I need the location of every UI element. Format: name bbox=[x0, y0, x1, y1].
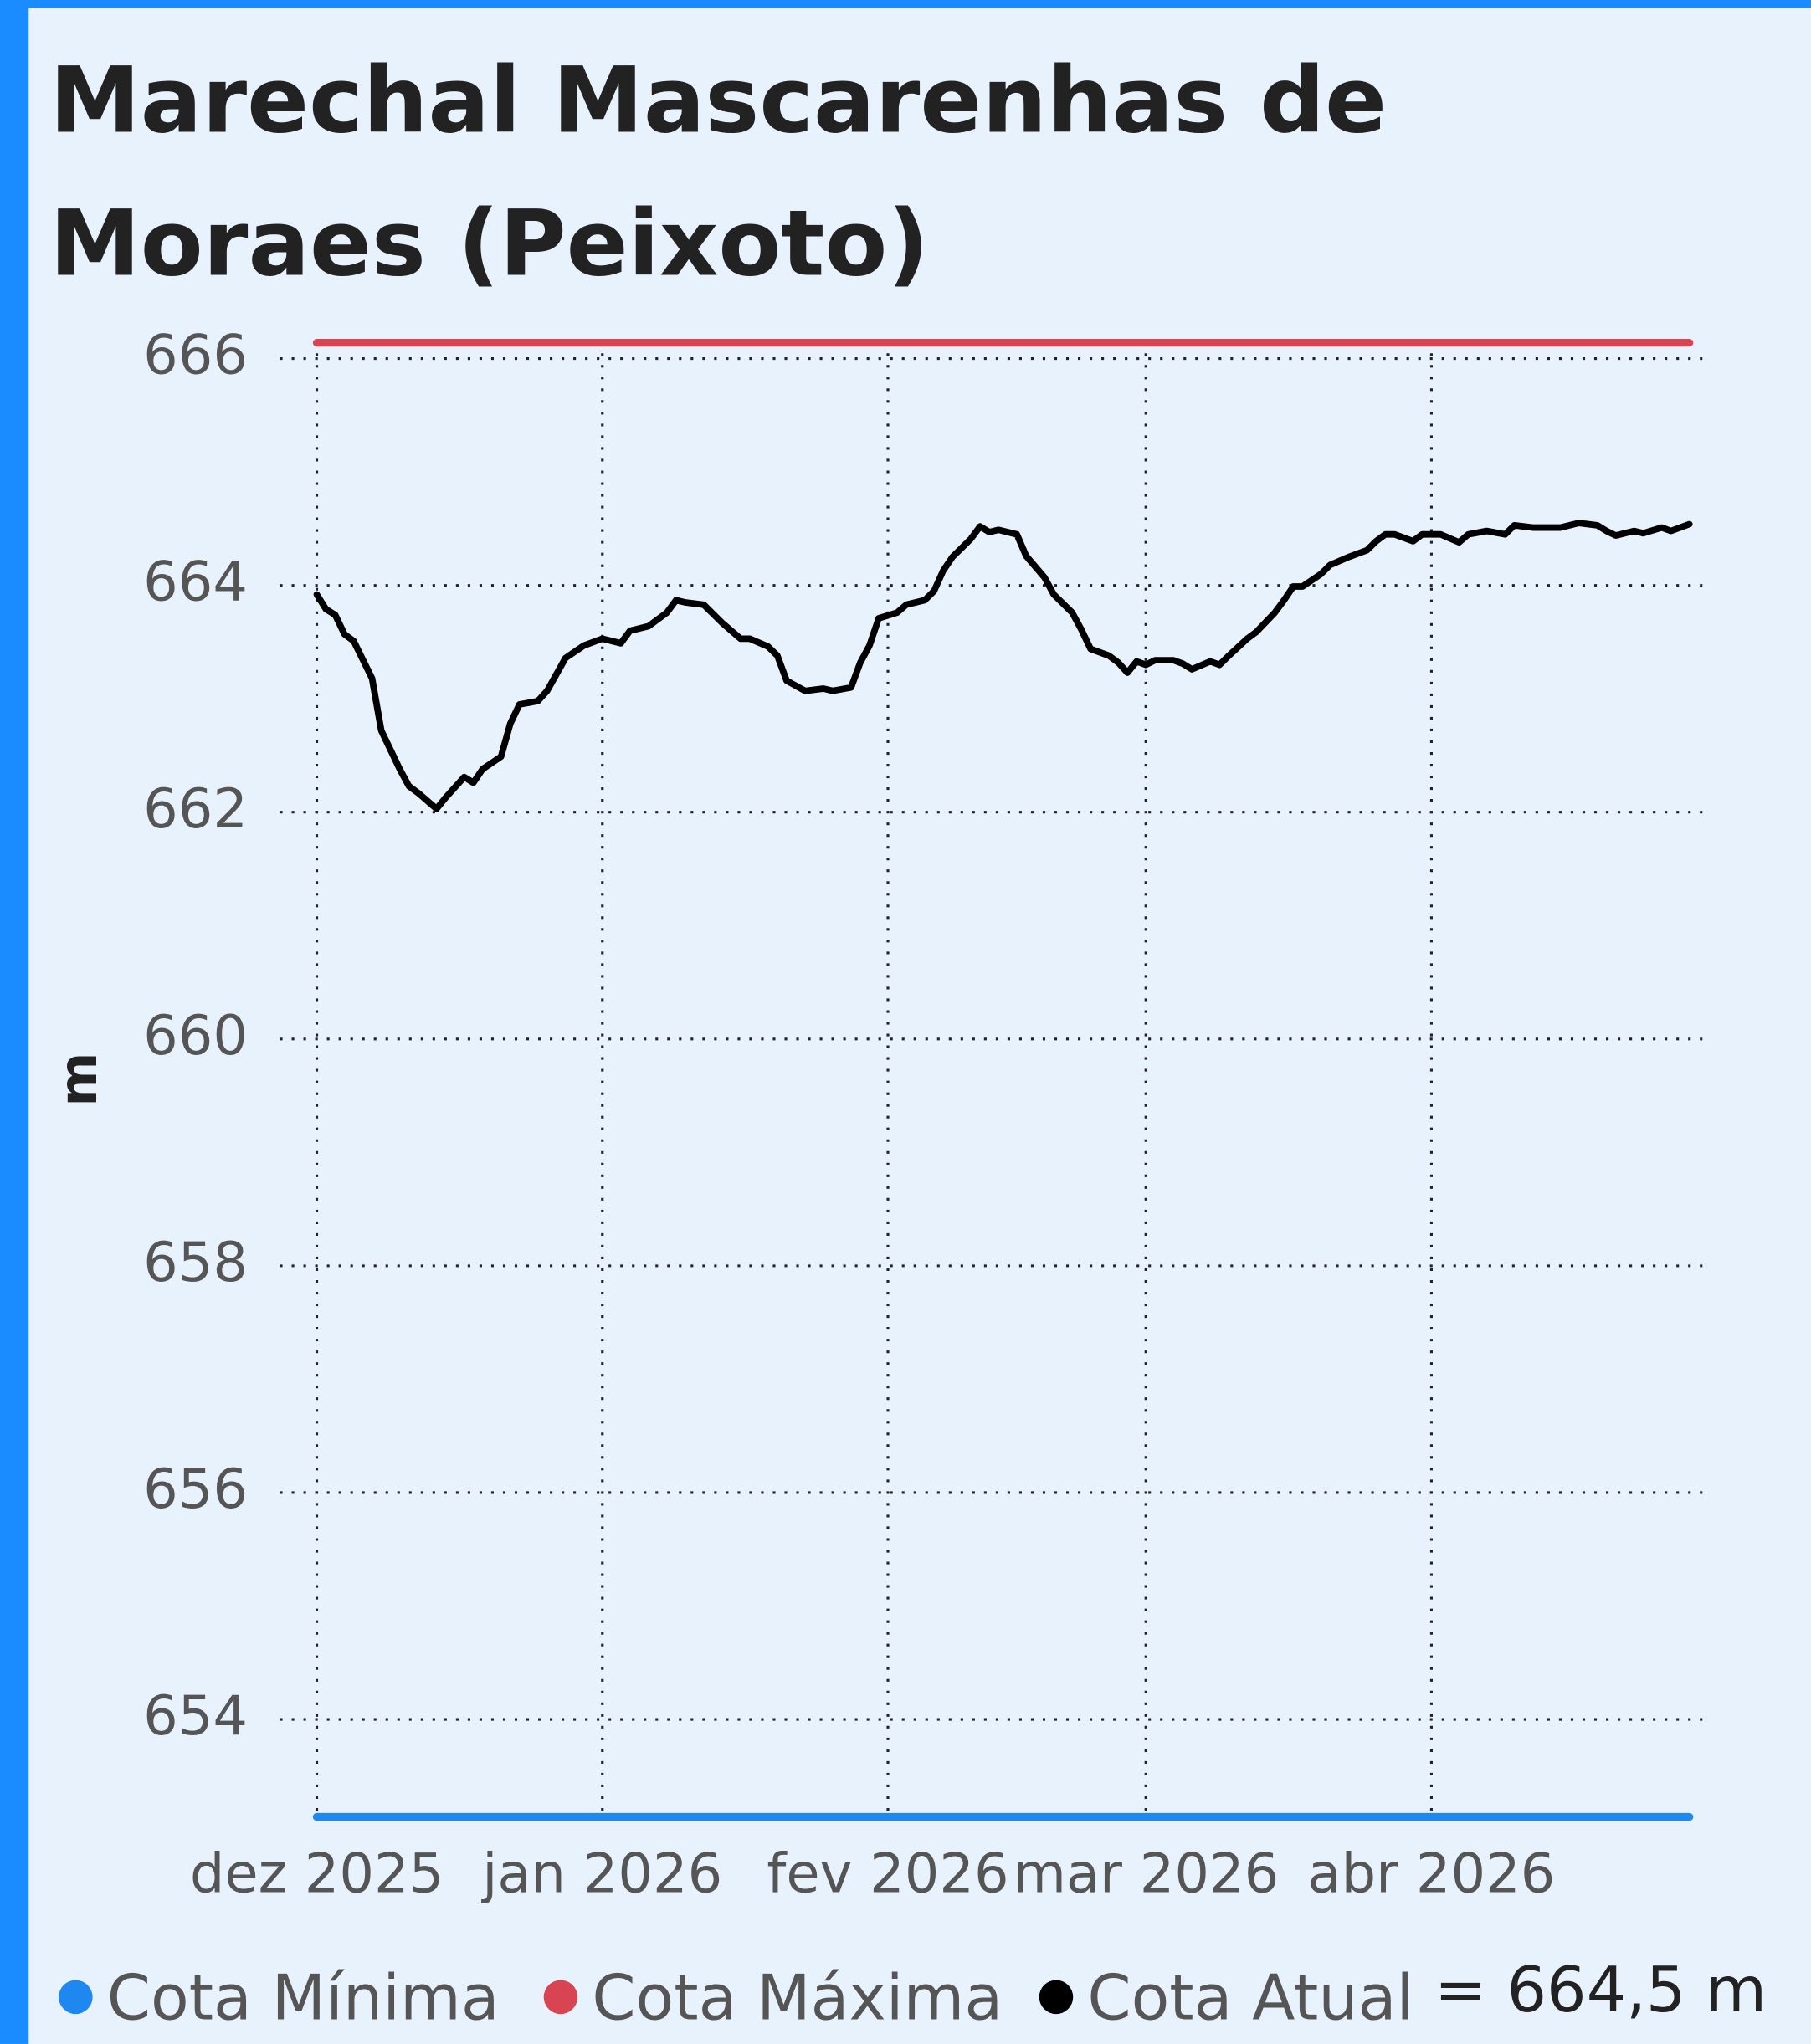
x-tick-label: dez 2025 bbox=[190, 1842, 444, 1906]
y-tick-label: 654 bbox=[143, 1684, 248, 1748]
y-tick-label: 660 bbox=[143, 1004, 248, 1068]
legend-marker bbox=[59, 1980, 93, 2015]
current-value: = 664,5 m bbox=[1434, 1954, 1767, 2026]
y-tick-label: 666 bbox=[143, 324, 248, 387]
legend-marker bbox=[543, 1980, 578, 2015]
legend-marker bbox=[1039, 1980, 1074, 2015]
accent-bar bbox=[0, 0, 29, 2044]
legend-label: Cota Atual bbox=[1087, 1962, 1413, 2035]
y-tick-label: 662 bbox=[143, 777, 248, 841]
legend-label: Cota Máxima bbox=[592, 1962, 1003, 2035]
x-tick-label: fev 2026 bbox=[767, 1842, 1008, 1906]
y-tick-label: 658 bbox=[143, 1231, 248, 1294]
chart-title: Marechal Mascarenhas de Moraes (Peixoto) bbox=[49, 47, 1388, 298]
x-tick-label: mar 2026 bbox=[1013, 1842, 1279, 1906]
x-tick-label: jan 2026 bbox=[480, 1842, 722, 1906]
line-series bbox=[313, 520, 1693, 812]
y-axis-label: m bbox=[48, 1053, 109, 1107]
x-tick-label: abr 2026 bbox=[1308, 1842, 1556, 1906]
y-tick-label: 664 bbox=[143, 551, 248, 614]
y-tick-label: 656 bbox=[143, 1457, 248, 1521]
accent-bar bbox=[0, 0, 1811, 8]
legend-label: Cota Mínima bbox=[107, 1962, 500, 2035]
